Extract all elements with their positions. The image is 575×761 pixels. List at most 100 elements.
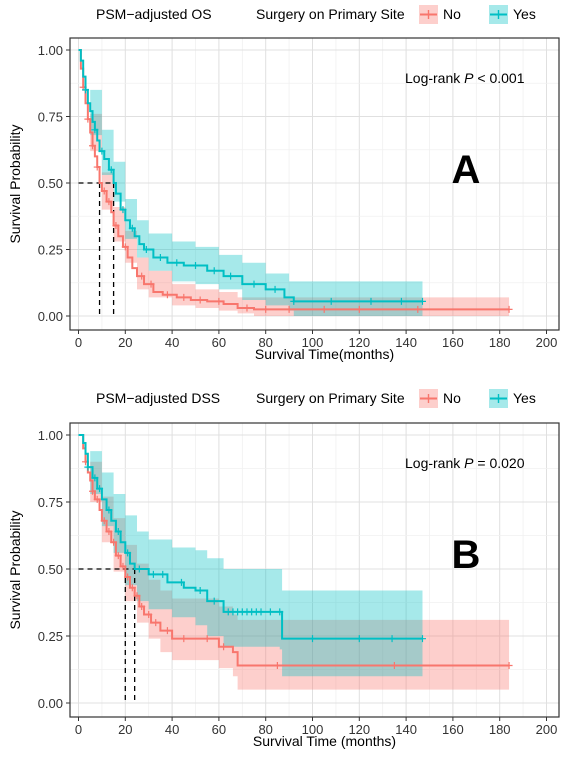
survival-curve-yes (78, 434, 423, 640)
censor-mark-yes (418, 635, 426, 643)
censor-mark-yes (257, 608, 265, 616)
y-tick-label: 0.25 (38, 629, 63, 644)
censor-mark-no (147, 280, 155, 288)
censor-mark-no (390, 661, 398, 669)
censor-mark-no (320, 305, 328, 313)
censor-mark-no (105, 527, 113, 535)
censor-mark-no (84, 115, 92, 123)
x-tick-label: 80 (258, 722, 272, 737)
log-rank-prefix: Log-rank (405, 70, 464, 86)
censor-mark-yes (271, 285, 279, 293)
censor-mark-no (505, 661, 513, 669)
legend: PSM−adjusted DSS Surgery on Primary Site N… (96, 389, 536, 408)
censor-mark-no (114, 552, 122, 560)
log-rank-prefix: Log-rank (405, 455, 464, 471)
y-axis: 0.00 0.25 0.50 0.75 1.00 (38, 428, 70, 711)
legend-label-yes: Yes (513, 390, 536, 406)
censor-mark-yes (388, 635, 396, 643)
censor-mark-yes (250, 280, 258, 288)
censor-mark-no (163, 627, 171, 635)
legend: PSM−adjusted OS Surgery on Primary Site No… (96, 5, 536, 24)
x-tick-label: 80 (258, 335, 272, 350)
grid-lines (70, 423, 559, 717)
censor-mark-no (110, 538, 118, 546)
log-rank-p: P (464, 455, 474, 471)
censor-mark-yes (367, 297, 375, 305)
censor-mark-yes (210, 267, 218, 275)
censor-mark-no (124, 573, 132, 581)
y-tick-label: 1.00 (38, 428, 63, 443)
censor-mark-no (163, 291, 171, 299)
log-rank-annotation: Log-rank P = 0.020 (405, 455, 525, 471)
y-tick-label: 0.00 (38, 696, 63, 711)
x-tick-label: 40 (165, 722, 179, 737)
censor-mark-no (180, 293, 188, 301)
censor-mark-no (89, 487, 97, 495)
censor-mark-yes (177, 578, 185, 586)
censor-mark-yes (105, 506, 113, 514)
censor-mark-yes (124, 549, 132, 557)
x-tick-label: 100 (302, 335, 324, 350)
chart-title: PSM−adjusted DSS (96, 390, 220, 406)
log-rank-value: = 0.020 (474, 455, 525, 471)
ci-band-yes (78, 50, 423, 316)
x-axis-title: Survival Time(months) (255, 346, 394, 362)
ci-band-no (78, 435, 510, 690)
x-axis: 0 20 40 60 80 100 120 140 160 180 200 (75, 717, 557, 737)
censor-mark-yes (227, 272, 235, 280)
censor-mark-yes (82, 86, 90, 94)
ci-band-yes (78, 435, 423, 677)
censor-mark-no (220, 643, 228, 651)
censor-mark-yes (192, 261, 199, 269)
x-tick-label: 60 (212, 335, 226, 350)
y-axis-title: Survival Probability (7, 510, 23, 629)
median-lines (78, 182, 115, 316)
x-tick-label: 180 (489, 722, 511, 737)
y-axis: 0.00 0.25 0.50 0.75 1.00 (38, 43, 70, 324)
log-rank-p: P (464, 70, 474, 86)
censor-mark-no (93, 163, 101, 171)
censor-mark-yes (142, 246, 150, 253)
censor-mark-no (505, 305, 513, 313)
censor-mark-yes (91, 126, 99, 134)
censor-marks-no (82, 458, 513, 669)
chart-panel-dss: 0 20 40 60 80 100 120 140 160 180 2000.000.250.500… (7, 389, 560, 749)
censor-mark-yes (290, 297, 298, 305)
censor-mark-no (128, 584, 136, 592)
censor-mark-no (89, 142, 97, 150)
censor-mark-no (285, 305, 293, 313)
censor-mark-yes (418, 297, 426, 305)
y-tick-label: 0.75 (38, 495, 63, 510)
x-tick-label: 160 (442, 335, 464, 350)
legend-title: Surgery on Primary Site (256, 390, 405, 406)
x-axis-title: Survival Time (months) (253, 733, 396, 749)
censor-mark-yes (266, 608, 274, 616)
legend-label-yes: Yes (513, 6, 536, 22)
censor-marks-yes (84, 463, 426, 643)
censor-mark-yes (135, 565, 143, 573)
y-tick-label: 0.50 (38, 562, 63, 577)
plot-border (69, 37, 560, 331)
panel-letter: B (452, 533, 481, 577)
y-tick-label: 1.00 (38, 43, 63, 58)
x-tick-label: 0 (75, 722, 82, 737)
censor-mark-no (133, 592, 141, 600)
censor-mark-yes (96, 485, 104, 493)
censor-mark-no (121, 243, 129, 251)
censor-mark-no (138, 603, 146, 611)
x-tick-label: 180 (489, 335, 511, 350)
x-tick-label: 60 (212, 722, 226, 737)
censor-mark-yes (355, 635, 363, 643)
log-rank-annotation: Log-rank P < 0.001 (405, 70, 525, 86)
censor-mark-yes (309, 635, 316, 643)
legend-label-no: No (443, 390, 461, 406)
censor-mark-yes (114, 527, 122, 535)
censor-marks-no (79, 83, 513, 313)
censor-mark-yes (128, 224, 136, 232)
censor-mark-no (180, 635, 188, 643)
censor-mark-yes (159, 570, 167, 578)
x-tick-label: 0 (75, 335, 82, 350)
x-tick-label: 160 (442, 722, 464, 737)
censor-mark-yes (397, 297, 405, 305)
